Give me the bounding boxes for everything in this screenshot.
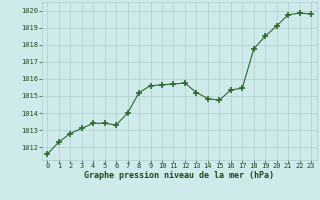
X-axis label: Graphe pression niveau de la mer (hPa): Graphe pression niveau de la mer (hPa) <box>84 171 274 180</box>
